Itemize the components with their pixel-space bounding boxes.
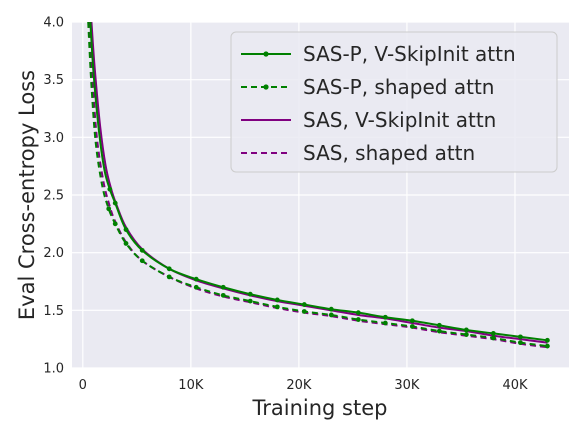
x-axis-label: Training step bbox=[252, 396, 388, 420]
series-1-point bbox=[139, 258, 145, 264]
legend-box bbox=[230, 31, 558, 173]
series-line-1 bbox=[87, 22, 548, 348]
series-0-point bbox=[123, 227, 129, 233]
series-1-point bbox=[274, 304, 280, 310]
y-tick-label: 2.5 bbox=[43, 189, 64, 204]
x-tick-label: 40K bbox=[502, 378, 528, 393]
y-axis-label: Eval Cross-entropy Loss bbox=[15, 70, 39, 320]
series-1-point bbox=[220, 292, 226, 298]
series-1-point bbox=[544, 343, 550, 349]
series-1-point bbox=[301, 309, 307, 314]
series-1-point bbox=[112, 221, 118, 227]
x-tick-label: 30K bbox=[394, 378, 420, 393]
y-tick-label: 1.5 bbox=[43, 304, 64, 319]
y-tick-label: 3.0 bbox=[43, 131, 64, 146]
series-0-point bbox=[328, 306, 334, 312]
series-0-point bbox=[409, 318, 415, 324]
series-1-point bbox=[490, 335, 496, 341]
legend-label-0: SAS-P, V-SkipInit attn bbox=[303, 42, 516, 66]
series-1-point bbox=[328, 312, 334, 318]
x-tick-label: 10K bbox=[178, 378, 204, 393]
legend-label-2: SAS, V-SkipInit attn bbox=[303, 108, 496, 132]
legend-marker-1 bbox=[263, 84, 269, 90]
y-tick-label: 1.0 bbox=[43, 362, 64, 377]
series-0-point bbox=[436, 322, 442, 328]
series-1-point bbox=[106, 206, 112, 212]
tick-labels: 0 10K 20K 30K 40K 1.0 1.5 2.0 2.5 3.0 3.5 4.0 bbox=[43, 16, 528, 394]
series-0-point bbox=[517, 334, 523, 340]
series-0-point bbox=[220, 284, 226, 290]
series-1-point bbox=[355, 317, 361, 322]
series-0-point bbox=[463, 327, 469, 333]
series-1-point bbox=[409, 324, 415, 329]
legend-label-1: SAS-P, shaped attn bbox=[303, 75, 494, 99]
series-1-point bbox=[193, 284, 199, 290]
series-0-point bbox=[544, 337, 550, 343]
series-layer bbox=[87, 22, 550, 349]
series-0-point bbox=[355, 310, 361, 316]
series-1-point bbox=[463, 332, 469, 337]
y-tick-label: 3.5 bbox=[43, 73, 64, 88]
series-1-point bbox=[382, 320, 388, 326]
series-0-point bbox=[247, 291, 253, 297]
legend-marker-0 bbox=[263, 51, 269, 57]
series-0-point bbox=[166, 266, 172, 272]
series-0-point bbox=[139, 247, 145, 253]
series-0-point bbox=[382, 314, 388, 320]
y-tick-label: 2.0 bbox=[43, 246, 64, 261]
series-1-point bbox=[436, 328, 442, 334]
series-1-point bbox=[247, 298, 253, 304]
series-1-point bbox=[123, 241, 129, 246]
x-tick-label: 20K bbox=[286, 378, 312, 393]
x-tick-label: 0 bbox=[79, 378, 87, 393]
series-0-point bbox=[490, 331, 496, 336]
series-0-point bbox=[112, 200, 118, 206]
series-0-point bbox=[301, 302, 307, 307]
series-0-point bbox=[193, 276, 199, 282]
series-0-point bbox=[274, 297, 280, 303]
legend: SAS-P, V-SkipInit attn SAS-P, shaped attn… bbox=[230, 31, 558, 173]
series-1-point bbox=[166, 274, 172, 280]
series-0-point bbox=[107, 186, 113, 192]
legend-label-3: SAS, shaped attn bbox=[303, 141, 475, 165]
y-tick-label: 4.0 bbox=[43, 16, 64, 31]
series-1-point bbox=[517, 340, 523, 346]
